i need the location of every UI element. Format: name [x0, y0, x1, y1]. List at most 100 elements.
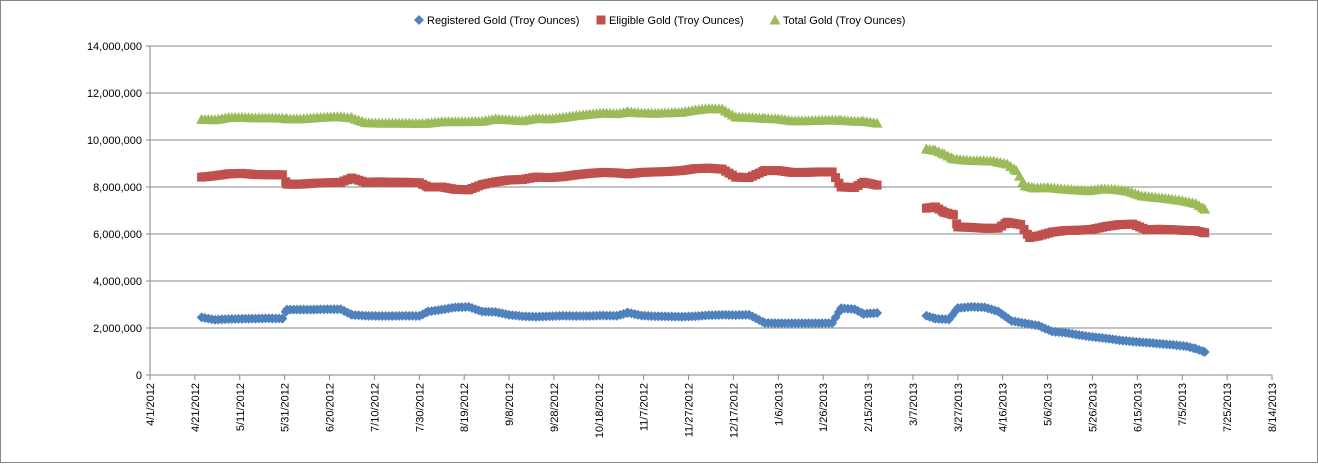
- data-point: [769, 113, 781, 124]
- data-point: [823, 318, 834, 329]
- data-point: [261, 170, 271, 180]
- data-point: [581, 311, 592, 322]
- data-point: [998, 157, 1010, 168]
- data-point: [984, 155, 996, 166]
- data-point: [1065, 184, 1077, 195]
- x-tick-label: 7/5/2013: [1177, 383, 1189, 426]
- data-point: [1044, 228, 1054, 238]
- data-point: [937, 206, 947, 216]
- data-point: [1084, 331, 1095, 342]
- x-tick-label: 7/25/2013: [1222, 383, 1234, 432]
- data-point: [384, 177, 394, 187]
- data-point: [700, 310, 711, 321]
- x-tick-label: 7/10/2012: [369, 383, 381, 432]
- data-point: [501, 175, 511, 185]
- data-point: [1070, 329, 1081, 340]
- data-point: [868, 308, 879, 319]
- axes: [146, 45, 1273, 380]
- x-tick-label: 12/17/2012: [728, 383, 740, 438]
- x-tick-label: 3/7/2013: [908, 383, 920, 426]
- data-point: [397, 310, 408, 321]
- data-point: [1084, 225, 1094, 235]
- data-point: [824, 167, 834, 177]
- data-point: [332, 304, 343, 315]
- data-point: [957, 154, 969, 165]
- data-point: [447, 184, 457, 194]
- data-point: [474, 181, 484, 191]
- data-point: [514, 310, 525, 321]
- data-point: [647, 167, 657, 177]
- data-point: [1159, 192, 1171, 203]
- data-point: [1119, 185, 1131, 196]
- data-point: [700, 163, 710, 173]
- data-point: [273, 112, 285, 123]
- data-point: [940, 314, 951, 325]
- data-point: [247, 313, 258, 324]
- x-tick-label: 6/20/2012: [325, 383, 337, 432]
- data-point: [810, 167, 820, 177]
- data-point: [758, 167, 768, 177]
- data-point: [1008, 163, 1020, 174]
- x-tick-label: 2/15/2013: [863, 383, 875, 432]
- data-point: [1173, 194, 1185, 205]
- data-point: [846, 182, 856, 192]
- data-point: [1178, 340, 1189, 351]
- data-point: [1057, 327, 1068, 338]
- data-point: [274, 170, 284, 180]
- x-tick-label: 8/14/2013: [1267, 383, 1279, 432]
- x-tick-label: 6/15/2013: [1132, 383, 1144, 432]
- data-point: [500, 309, 511, 320]
- x-tick-label: 4/16/2013: [998, 383, 1010, 432]
- data-point: [514, 175, 524, 185]
- data-point: [936, 147, 948, 158]
- data-point: [356, 115, 368, 126]
- data-point: [783, 167, 793, 177]
- data-point: [1138, 223, 1148, 233]
- data-point: [595, 168, 605, 178]
- data-point: [206, 314, 217, 325]
- data-point: [741, 172, 751, 182]
- data-point: [633, 168, 643, 178]
- data-point: [673, 166, 683, 176]
- x-tick-label: 11/27/2012: [684, 383, 696, 437]
- data-point: [473, 305, 484, 316]
- x-tick-label: 8/19/2012: [459, 383, 471, 432]
- data-point: [1197, 346, 1208, 357]
- legend-label: Registered Gold (Troy Ounces): [427, 15, 579, 27]
- data-point: [856, 179, 866, 189]
- data-point: [1146, 191, 1158, 202]
- data-point: [1132, 189, 1144, 200]
- x-tick-label: 4/21/2012: [190, 383, 202, 432]
- data-point: [318, 304, 329, 315]
- series-diamond: [196, 301, 1210, 357]
- x-tick-label: 5/6/2013: [1043, 383, 1055, 426]
- data-point: [769, 318, 780, 329]
- data-point: [1071, 225, 1081, 235]
- data-point: [220, 314, 231, 325]
- data-point: [660, 167, 670, 177]
- data-point: [796, 318, 807, 329]
- data-point: [397, 177, 407, 187]
- data-point: [487, 306, 498, 317]
- data-point: [1017, 176, 1029, 187]
- legend-marker-diamond: [414, 15, 424, 25]
- data-point: [207, 171, 217, 181]
- x-tick-label: 5/26/2013: [1087, 383, 1099, 432]
- data-point: [554, 310, 565, 321]
- data-point: [233, 313, 244, 324]
- data-point: [770, 166, 780, 176]
- data-point: [1124, 336, 1135, 347]
- data-point: [740, 111, 752, 122]
- data-point: [421, 181, 431, 191]
- data-point: [1186, 197, 1198, 208]
- data-point: [460, 185, 470, 195]
- data-point: [713, 309, 724, 320]
- data-point: [234, 168, 244, 178]
- data-point: [411, 178, 421, 188]
- data-point: [962, 302, 973, 313]
- data-point: [555, 172, 565, 182]
- y-tick-label: 2,000,000: [93, 323, 142, 335]
- data-point: [989, 305, 1000, 316]
- data-point: [726, 109, 738, 120]
- data-point: [383, 311, 394, 322]
